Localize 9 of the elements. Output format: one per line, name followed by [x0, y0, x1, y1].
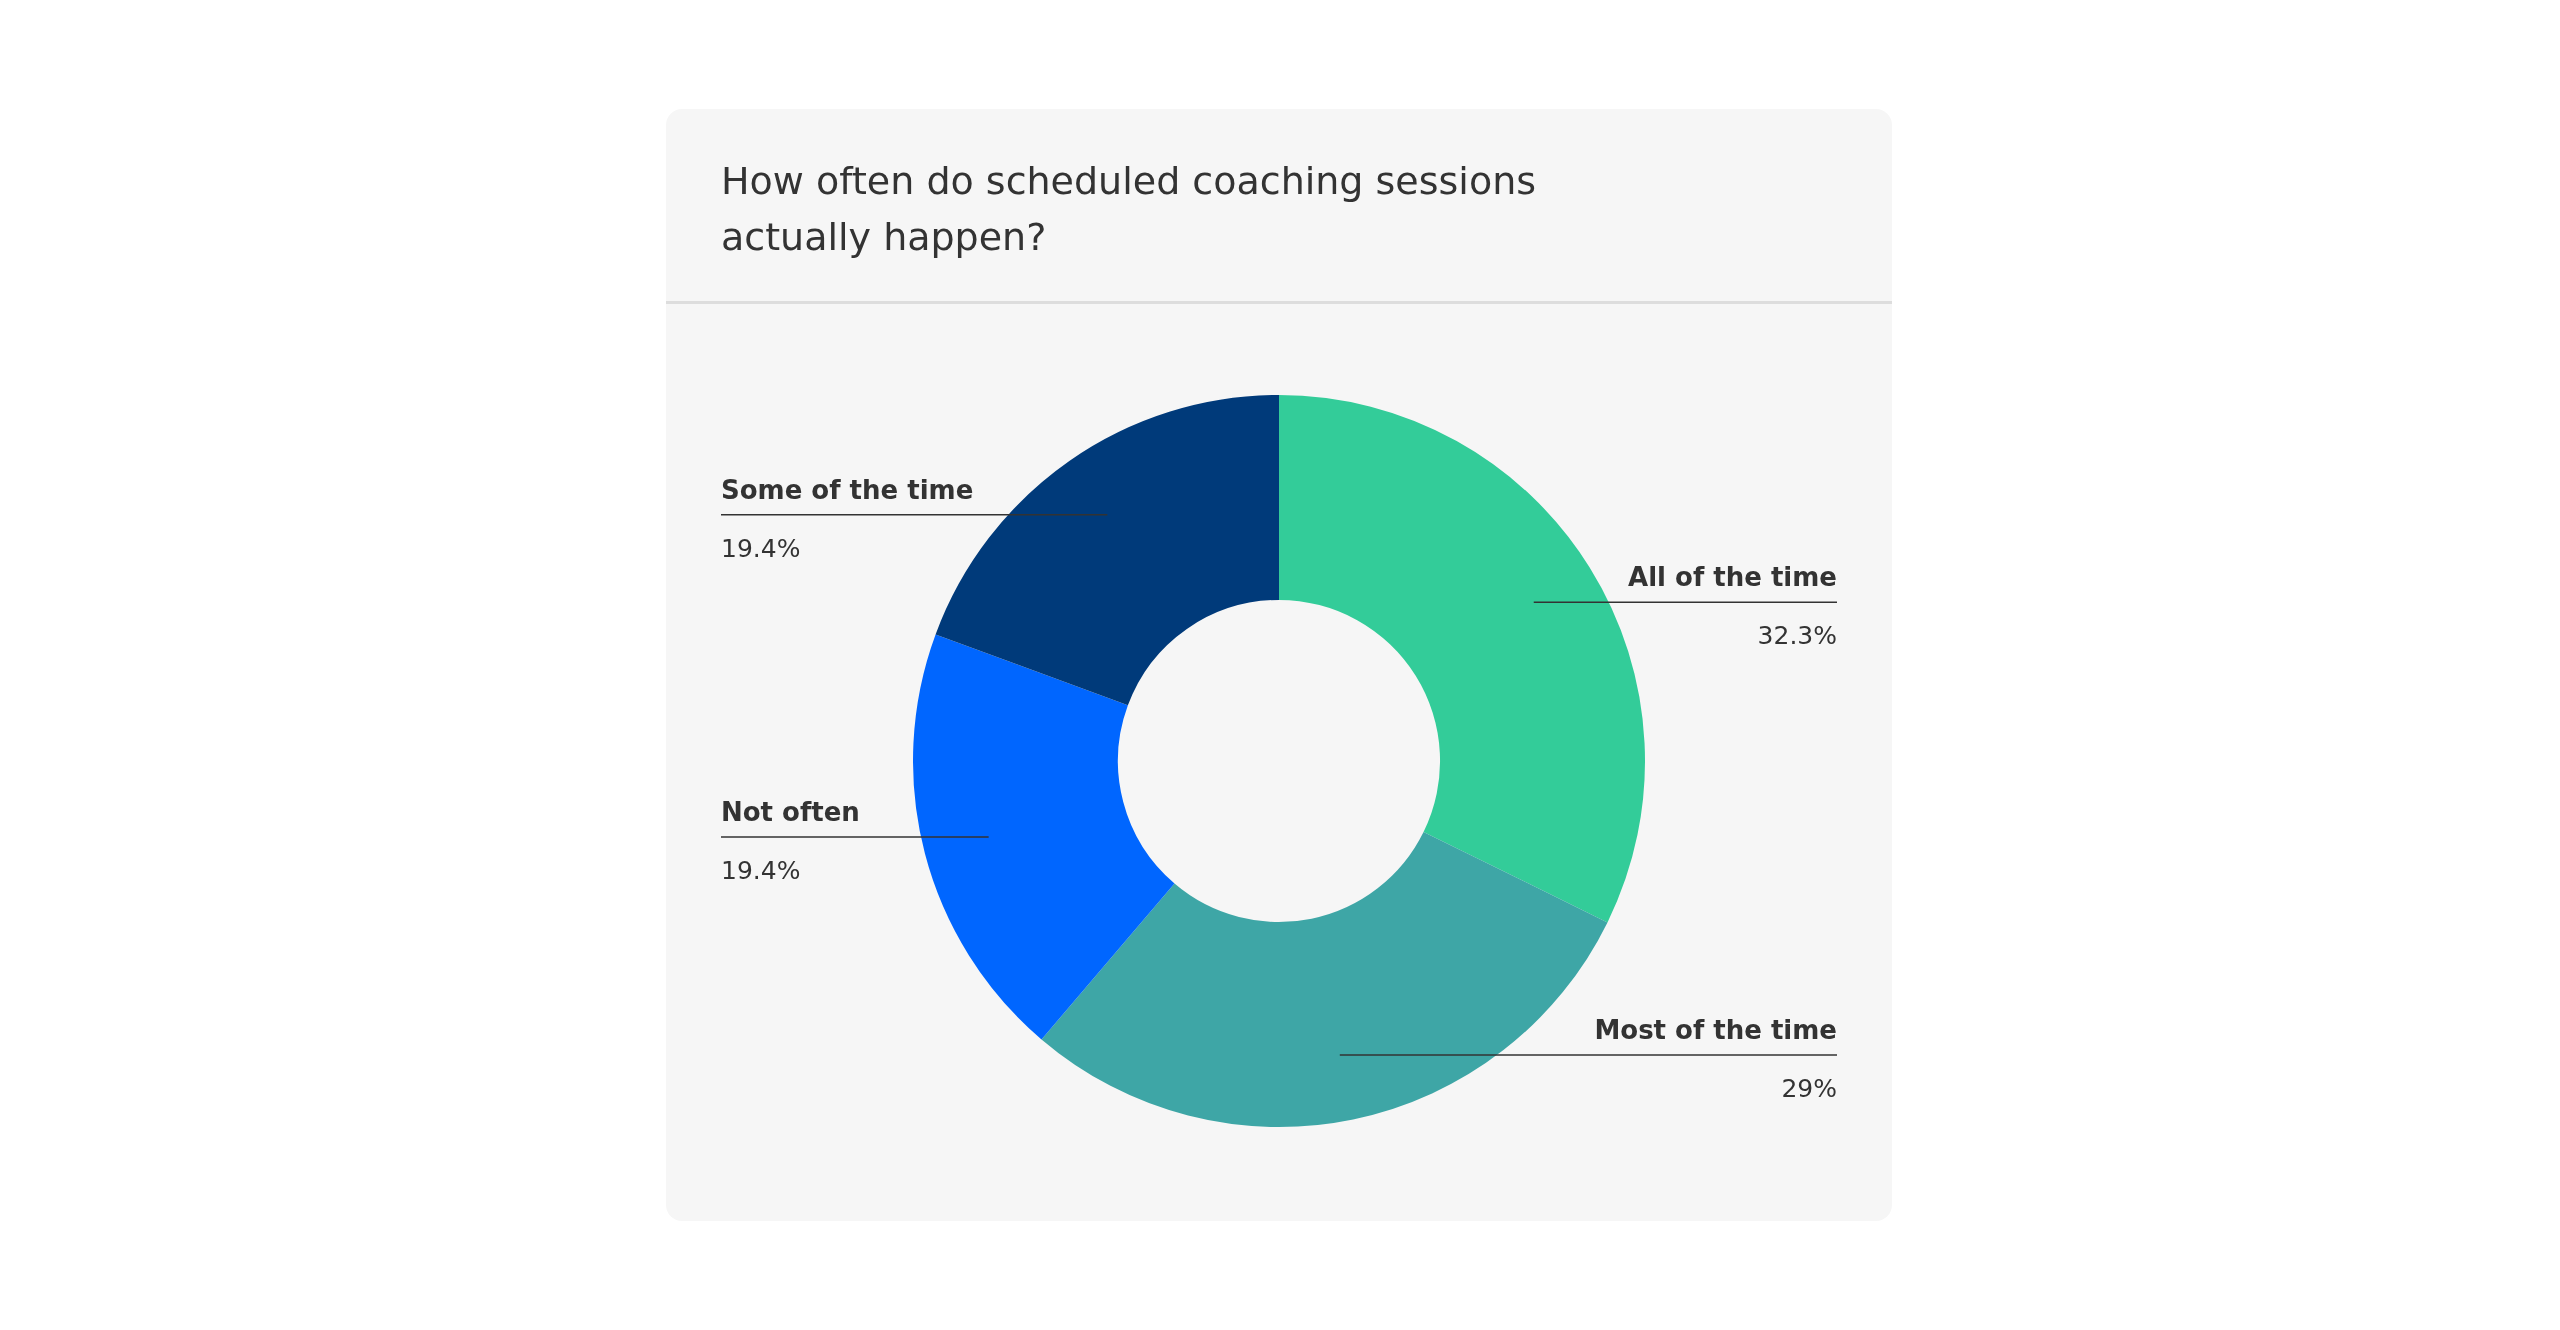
- data-label: 29%: [1781, 1073, 1837, 1103]
- slice-label: Most of the time: [1594, 1014, 1837, 1045]
- slice-label: All of the time: [1628, 562, 1837, 593]
- slice-label: Not often: [721, 796, 860, 827]
- data-label: 19.4%: [721, 855, 801, 885]
- slice-label: Some of the time: [721, 474, 974, 505]
- data-label: 32.3%: [1757, 621, 1837, 651]
- chart-title: How often do scheduled coaching sessions actually happen?: [721, 158, 1538, 261]
- data-label: 19.4%: [721, 533, 801, 563]
